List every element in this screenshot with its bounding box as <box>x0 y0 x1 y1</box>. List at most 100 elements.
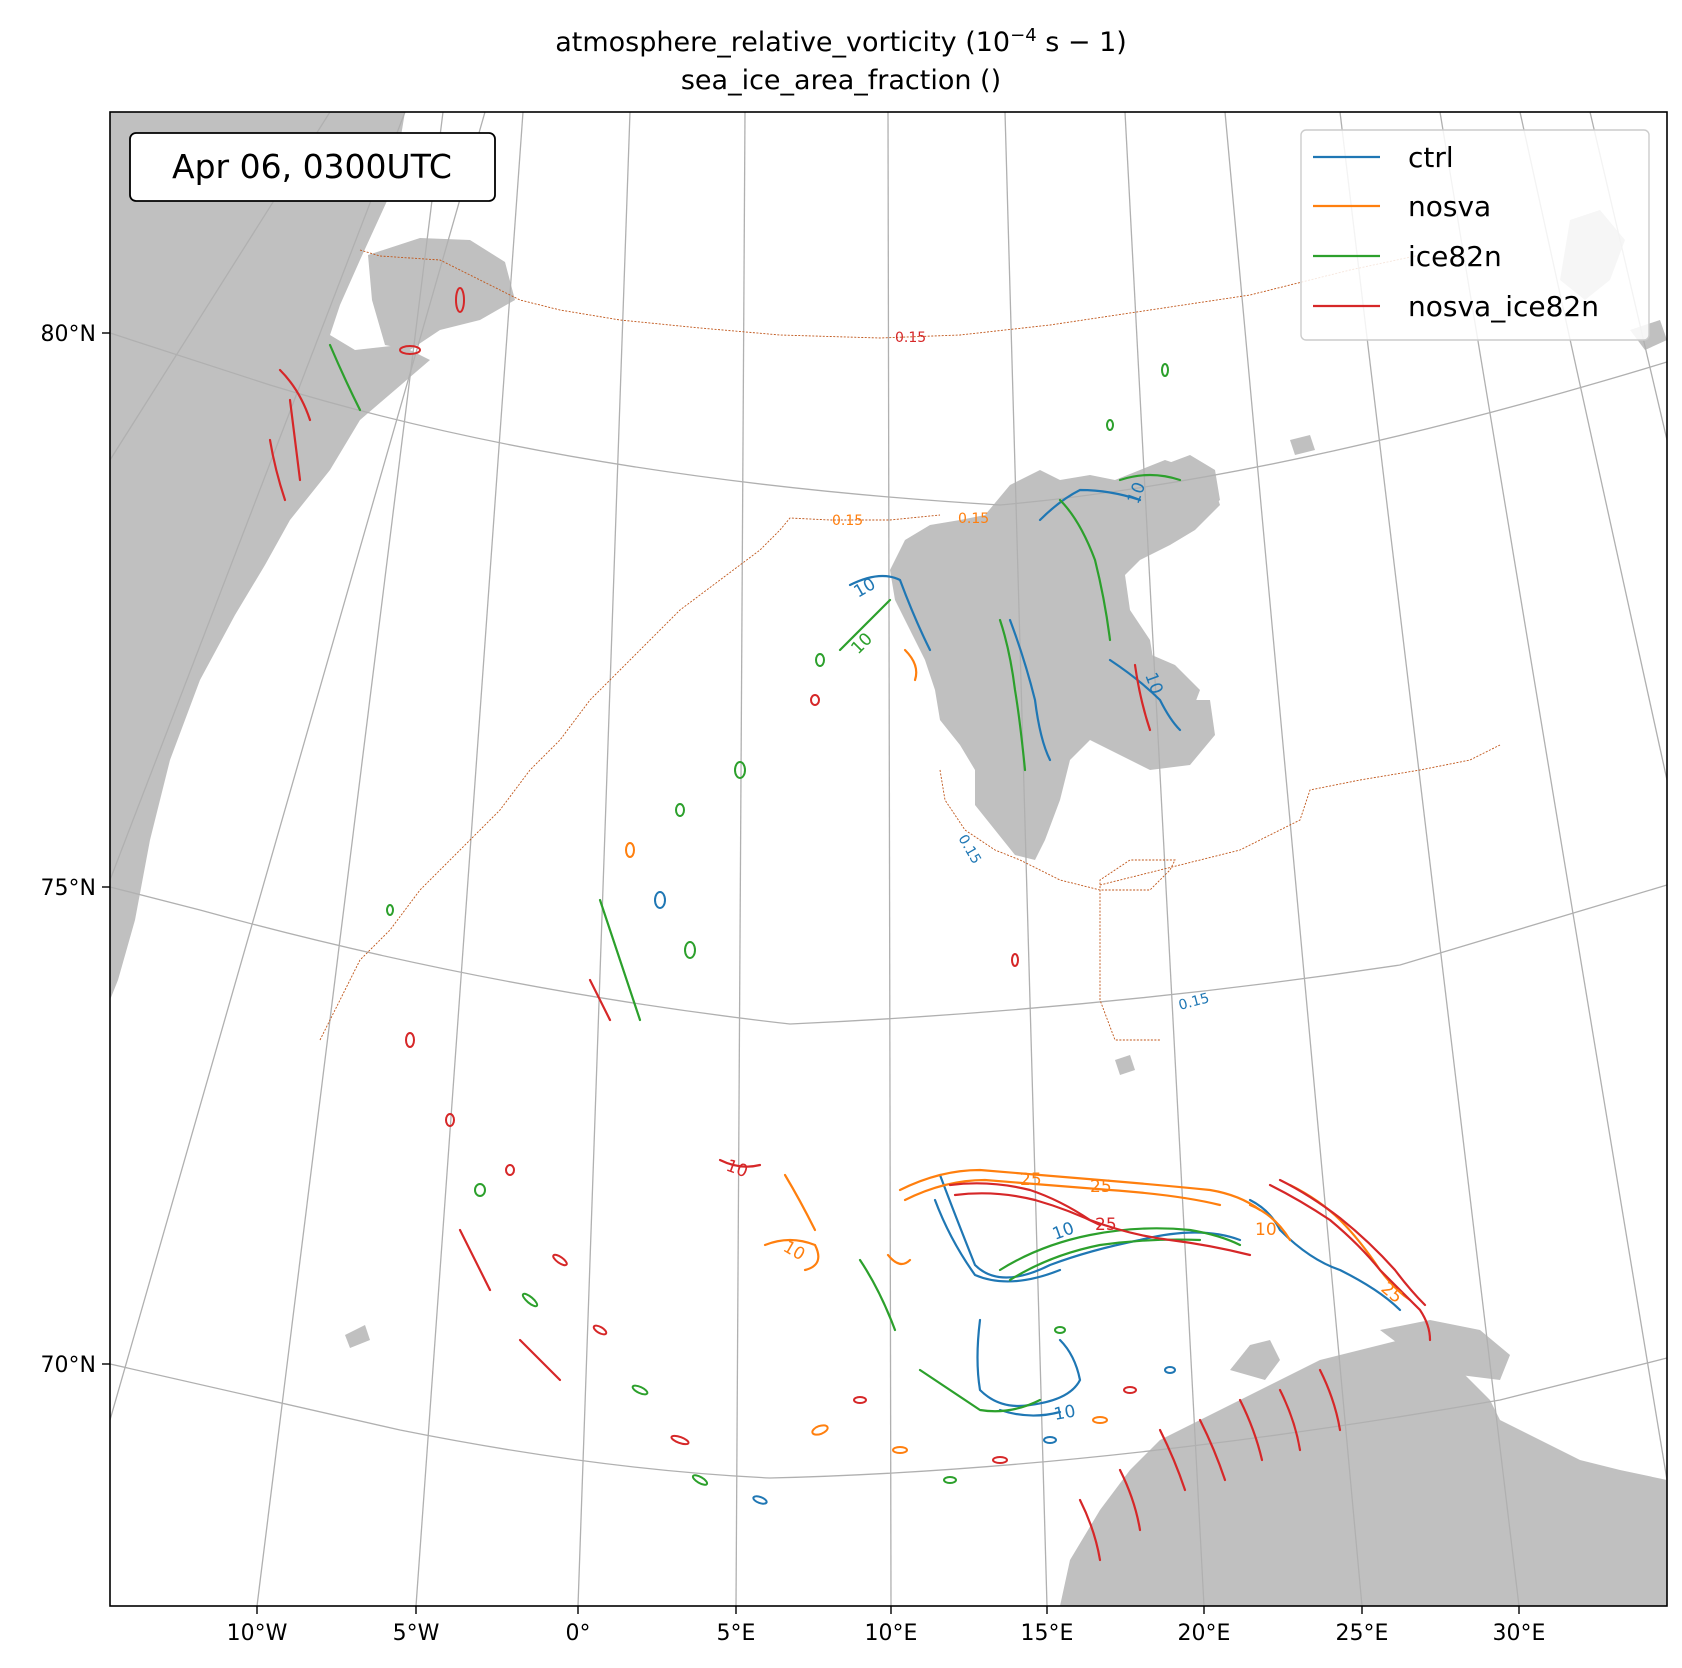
vort-contour-label: 10 <box>851 574 880 602</box>
vort-contour-label: 25 <box>1090 1177 1112 1197</box>
ice82n-contour-2 <box>1008 1238 1202 1282</box>
nosva-ice82n-contour-11 <box>1158 1428 1187 1492</box>
lon-tick-label: 30°E <box>1493 1621 1546 1646</box>
vort-cell <box>1161 363 1169 377</box>
vort-cell <box>521 1292 539 1308</box>
map-frame <box>109 111 1668 1607</box>
vort-cell <box>1043 1436 1057 1444</box>
nosva-ice82n-contour-3 <box>1268 1183 1432 1342</box>
legend-label: nosva <box>1408 190 1491 223</box>
nosva-contour-5 <box>763 1238 820 1272</box>
ice82n-contour-4 <box>858 1258 897 1332</box>
norway-finnmark <box>1380 1320 1510 1380</box>
vort-contour-label: 10 <box>847 629 876 658</box>
legend-label: ctrl <box>1408 141 1454 174</box>
nosva-ice82n-contour-8 <box>288 398 302 482</box>
lon-tick-label: 15°E <box>1021 1621 1074 1646</box>
legend-entry-ctrl: ctrl <box>1313 141 1454 174</box>
nosva-ice82n-contour-4 <box>1278 1178 1427 1307</box>
ctrl-contour-9 <box>1248 1198 1402 1312</box>
lat-tick-label: 75°N <box>41 876 96 901</box>
nosva-ice82n-contour-5 <box>718 1158 762 1168</box>
nosva-ice82n-contour-16 <box>1118 1468 1142 1532</box>
vort-cell <box>654 891 666 909</box>
meridian-0 <box>577 112 631 1606</box>
nordaustlandet-island <box>1150 455 1220 520</box>
meridian-10e <box>887 112 892 1606</box>
ctrl-contour-7 <box>1038 488 1142 522</box>
vort-cell <box>815 653 825 667</box>
vort-cell <box>1123 1386 1137 1394</box>
vort-contour-label: 25 <box>1020 1170 1042 1190</box>
norway-coast-islands <box>1230 1340 1280 1380</box>
meridian-8w <box>256 112 444 1606</box>
ice82n-contour-7 <box>1058 498 1112 642</box>
vort-contour-label: 10 <box>1052 1401 1077 1424</box>
ctrl-contour-3 <box>976 1318 1082 1408</box>
kvitoya-island <box>1290 435 1315 455</box>
lat-tick-label: 80°N <box>41 322 96 347</box>
vort-cell <box>811 1424 829 1436</box>
nosva-ice82n-contour-12 <box>1198 1418 1227 1482</box>
vort-contour-label: 25 <box>1095 1215 1117 1235</box>
legend-label: ice82n <box>1408 240 1502 273</box>
nosva-contour-2 <box>903 1178 1222 1207</box>
title-line-1: atmosphere_relative_vorticity (10−4 s − … <box>555 25 1127 59</box>
vort-cell <box>892 1446 908 1454</box>
meridian-5e <box>735 112 746 1606</box>
nosva-ice82n-contour-19 <box>458 1228 492 1292</box>
vort-cell <box>752 1495 768 1505</box>
vort-cell <box>405 1032 415 1048</box>
contour-labels: 0.15 0.15 0.15 0.15 0.15 10 10 10 10 10 … <box>723 330 1406 1425</box>
ice-contour-label: 0.15 <box>895 330 926 346</box>
lon-tick-label: 10°E <box>865 1621 918 1646</box>
jan-mayen-island <box>345 1325 370 1348</box>
ice-contour-label: 0.15 <box>1177 990 1211 1014</box>
lon-tick-label: 5°W <box>393 1621 440 1646</box>
ice82n-contour-3 <box>918 1368 1042 1413</box>
vort-cell <box>455 287 465 313</box>
meridian-25e <box>1224 112 1363 1606</box>
nosva-contour-6 <box>783 1173 817 1232</box>
ice-edge-north <box>359 249 1421 339</box>
ice-contour-label: 0.15 <box>832 513 863 529</box>
vort-cell <box>810 694 820 706</box>
vort-cell <box>684 941 696 959</box>
ice82n-contour-5 <box>838 598 892 652</box>
vort-cell <box>943 1476 957 1484</box>
ice82n-contour-6 <box>998 618 1027 772</box>
lat-tick-label: 70°N <box>41 1353 96 1378</box>
ice82n-contour-10 <box>328 343 362 412</box>
vort-cell <box>853 1396 867 1404</box>
ice82n-contour-9 <box>598 898 642 1022</box>
nosva-ice82n-contour-14 <box>1278 1388 1302 1452</box>
ctrl-contour-2 <box>933 1198 1062 1283</box>
vort-cell <box>1164 1366 1176 1374</box>
svalbard-main-island <box>890 460 1220 860</box>
series-ice82n-contours <box>328 343 1242 1413</box>
vort-contour-label: 10 <box>723 1156 750 1182</box>
nosva-ice82n-contour-7 <box>278 368 312 422</box>
vort-cell <box>445 1113 455 1127</box>
nosva-ice82n-contour-18 <box>518 1338 562 1382</box>
title-line-2: sea_ice_area_fraction () <box>680 65 1002 96</box>
nosva-ice82n-contour-2 <box>953 1192 1102 1227</box>
bjornoya-island <box>1115 1055 1135 1075</box>
vort-cell <box>631 1384 649 1396</box>
ice-edge-east <box>1099 744 1501 886</box>
ctrl-contour-1 <box>938 1173 1242 1279</box>
lon-tick-label: 10°W <box>227 1621 288 1646</box>
vort-cell <box>992 1456 1008 1464</box>
ice-edge-svalbard-south <box>939 769 1176 1041</box>
nosva-contour-8 <box>903 648 918 682</box>
legend: ctrl nosva ice82n nosva_ice82n <box>1300 129 1650 341</box>
legend-entry-nosva-ice82n: nosva_ice82n <box>1313 290 1599 323</box>
ice82n-contour-8 <box>1118 473 1182 482</box>
meridian-3w <box>415 112 524 1606</box>
norway-mainland <box>1060 1340 1667 1606</box>
ice82n-contour-1 <box>998 1227 1242 1272</box>
vort-cell <box>625 842 635 858</box>
ice-edge-west <box>319 514 941 1041</box>
lon-tick-label: 20°E <box>1178 1621 1231 1646</box>
meridian-30e <box>1339 112 1520 1606</box>
